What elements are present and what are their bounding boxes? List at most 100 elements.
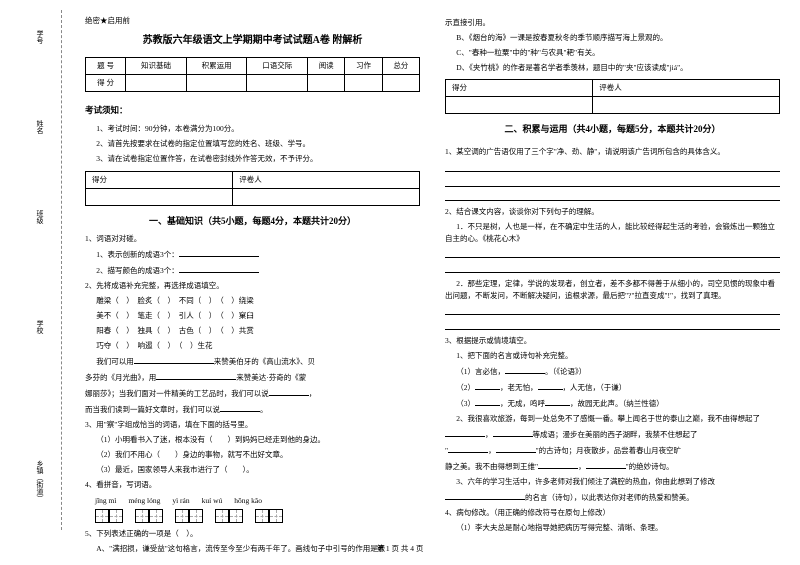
- sb-h: 评卷人: [233, 171, 420, 188]
- py: yì rán: [172, 495, 189, 507]
- sb-c: [446, 97, 593, 114]
- blank: [505, 365, 545, 374]
- rq3b2: ，等成语；漫步在美丽的西子湖畔，我禁不住想起了: [445, 428, 780, 441]
- blank: [493, 428, 533, 437]
- td: [126, 75, 187, 92]
- rq3: 3、根据提示或情境填空。: [445, 335, 780, 347]
- blank: [179, 248, 259, 257]
- blank: [538, 460, 578, 469]
- page-container: 学号 姓名 班级 学校 乡镇（街道） 绝密★启用前 苏教版六年级语文上学期期中考…: [0, 0, 800, 540]
- r1: 示直接引用。: [445, 17, 780, 29]
- q2: 2、先将成语补充完整，再选择成语填空。: [85, 280, 420, 292]
- blank: [179, 264, 259, 273]
- cbg: [175, 509, 203, 523]
- sb-c: [233, 188, 420, 205]
- q4: 4、看拼音，写词语。: [85, 479, 420, 491]
- write-line: [445, 249, 780, 258]
- rq2b: 2．那些定理，定律，学说的发现者，创立者，差不多都不得善于从细小的，司空见惯的现…: [445, 278, 780, 302]
- blank: [586, 460, 626, 469]
- binding-dashline: [61, 10, 62, 530]
- sb-h: 得分: [86, 171, 233, 188]
- notice-title: 考试须知：: [85, 104, 420, 118]
- margin-label: 学号: [35, 30, 45, 44]
- pinyin-row: jīng mì méng lóng yì rán kuí wú hōng kǎo: [95, 495, 420, 507]
- td: [186, 75, 247, 92]
- sb-c: [593, 97, 780, 114]
- sb-h: 得分: [446, 80, 593, 97]
- blank: [445, 491, 525, 500]
- cb: [269, 509, 283, 523]
- rq2: 2、结合课文内容，谈谈你对下列句子的理解。: [445, 206, 780, 218]
- cb: [175, 509, 189, 523]
- th: 总分: [382, 58, 419, 75]
- q1b: 2、描写颜色的成语3个：: [85, 264, 420, 277]
- q2r: 雕梁（ ） 脸炙（ ） 不同（ ） （ ）绕梁: [85, 295, 420, 307]
- rq3a3: （3），无成，鸣呼，故园无此声。（纳兰性德）: [445, 397, 780, 410]
- cb: [109, 509, 123, 523]
- q2t: 我们可以用来赞美伯牙的《高山流水》、贝: [85, 355, 420, 368]
- blank: [156, 371, 236, 380]
- q1b-text: 2、描写颜色的成语3个：: [96, 266, 179, 275]
- rq2a: 1．不只是树，人也是一样，在不确定中生活的人，能比较经得起生活的考验，会锻炼出一…: [445, 221, 780, 245]
- rq3c: 3、六年的学习生活中，许多老师对我们倾注了满腔的热血，你由此想到了修改: [445, 476, 780, 488]
- q2t: 多芬的《月光曲》，用来赞美达·芬奇的《蒙: [85, 371, 420, 384]
- binding-margin: 学号 姓名 班级 学校 乡镇（街道）: [0, 0, 70, 540]
- margin-label: 学校: [35, 320, 45, 334]
- cb: [95, 509, 109, 523]
- cbg: [215, 509, 243, 523]
- score-table: 题 号 知识基础 积累运用 口语交际 阅读 习作 总分 得 分: [85, 57, 420, 92]
- q2t: 娜丽莎》；当我们面对一件精美的工艺品时，我们可以说，: [85, 387, 420, 400]
- notice-line: 2、请首先按要求在试卷的指定位置填写您的姓名、班级、学号。: [85, 138, 420, 150]
- th: 题 号: [86, 58, 126, 75]
- write-line: [445, 163, 780, 172]
- py: hōng kǎo: [234, 495, 262, 507]
- td: [345, 75, 382, 92]
- blank: [545, 397, 570, 406]
- write-line: [445, 178, 780, 187]
- q2r: 美不（ ） 笔走（ ） 引人（ ） （ ）窠臼: [85, 310, 420, 322]
- q2t: 而当我们读到一篇好文章时，我们可以说。: [85, 403, 420, 416]
- sb-c: [86, 188, 233, 205]
- blank: [538, 381, 563, 390]
- th: 口语交际: [247, 58, 308, 75]
- blank: [220, 403, 260, 412]
- sb-h: 评卷人: [593, 80, 780, 97]
- margin-label: 班级: [35, 210, 45, 224]
- rq3a1: （1）言必信，。（《论语》）: [445, 365, 780, 378]
- rq3b3: "，"的古诗句；月夜散步，品尝着春山月夜空旷: [445, 444, 780, 457]
- cb: [255, 509, 269, 523]
- th: 积累运用: [186, 58, 247, 75]
- blank: [134, 355, 214, 364]
- q5a: A、"满招损，谦受益"这句格言，流传至今至少有两千年了。画线句子中引号的作用是表: [85, 543, 420, 555]
- r2: B、《烟台的海》一课是按春夏秋冬的季节顺序描写海上景观的。: [445, 32, 780, 44]
- cb: [215, 509, 229, 523]
- q2r: 阳春（ ） 独具（ ） 古色（ ） （ ）共赏: [85, 325, 420, 337]
- r3: C、"春种一粒粟"中的"种"与农具"耙"有关。: [445, 47, 780, 59]
- char-grid: [95, 509, 420, 523]
- q3c: （3）最近，国家领导人来我市进行了（ ）。: [85, 464, 420, 476]
- q2r: 巧夺（ ） 响遏（ ） （ ）生花: [85, 340, 420, 352]
- notice-line: 3、请在试卷指定位置作答，在试卷密封线外作答无效，不予评分。: [85, 153, 420, 165]
- section-scorebox: 得分评卷人: [85, 171, 420, 206]
- write-line: [445, 306, 780, 315]
- td: 得 分: [86, 75, 126, 92]
- rq3a: 1、把下面的名言或诗句补充完整。: [445, 350, 780, 362]
- q3a: （1）小明看书入了迷，根本没有（ ）到妈妈已经走到他的身边。: [85, 434, 420, 446]
- py: jīng mì: [95, 495, 116, 507]
- cbg: [95, 509, 123, 523]
- r4: D、《夹竹桃》的作者是著名学者季羡林，题目中的"夹"应该读成"jiá"。: [445, 62, 780, 74]
- q3: 3、用"察"字组成恰当的词语，填在下面的括号里。: [85, 419, 420, 431]
- q3b: （2）我们不用心（ ）身边的事物，就写不出好文章。: [85, 449, 420, 461]
- rq4: 4、病句修改。（用正确的修改符号在原句上修改）: [445, 507, 780, 519]
- section2-title: 二、积累与运用（共4小题，每题5分，本题共计20分）: [445, 122, 780, 136]
- q5: 5、下列表述正确的一项是（ ）。: [85, 528, 420, 540]
- write-line: [445, 193, 780, 202]
- rq3b: 2、我很喜欢旅游，每到一处总免不了感慨一番。攀上闻名于世的泰山之巅，我不由得想起…: [445, 413, 780, 425]
- blank: [448, 444, 488, 453]
- notice-line: 1、考试时间：90分钟，本卷满分为100分。: [85, 123, 420, 135]
- cbg: [135, 509, 163, 523]
- cb: [189, 509, 203, 523]
- section-scorebox: 得分评卷人: [445, 79, 780, 114]
- cb: [135, 509, 149, 523]
- margin-label: 姓名: [35, 120, 45, 134]
